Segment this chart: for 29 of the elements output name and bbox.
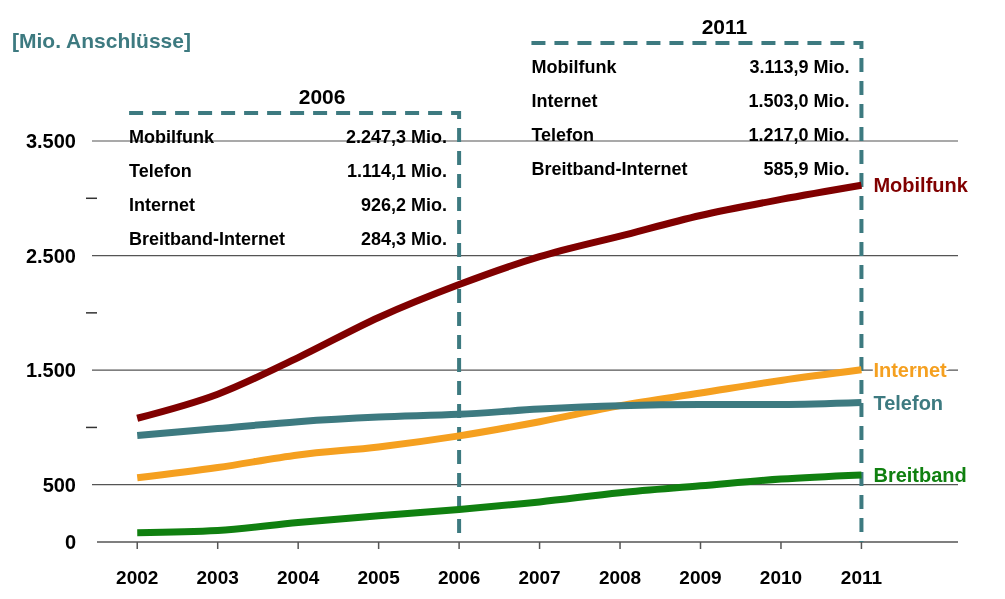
text: Internet 926,2 Mio. <box>129 195 448 215</box>
x-tick-label: 2003 <box>196 567 239 588</box>
text: Telefon 1.217,0 Mio. <box>531 125 850 145</box>
x-tick-label: 2011 <box>840 567 883 588</box>
series-label: Mobilfunk <box>873 174 969 197</box>
text: Breitband-Internet 585,9 Mio. <box>531 159 850 179</box>
text: Mobilfunk 2.247,3 Mio. <box>129 127 448 147</box>
x-tick-label: 2009 <box>679 567 722 588</box>
text: Internet 1.503,0 Mio. <box>531 91 850 111</box>
text: Telefon 1.114,1 Mio. <box>129 161 448 181</box>
x-tick-label: 2008 <box>598 567 642 588</box>
series-label: Breitband <box>873 463 967 486</box>
y-tick-label: 500 <box>42 473 76 496</box>
x-tick-label: 2002 <box>116 567 159 588</box>
y-tick-label: 2.500 <box>25 244 76 267</box>
text: Mobilfunk 3.113,9 Mio. <box>531 57 850 77</box>
y-axis-title: [Mio. Anschlüsse] <box>12 29 191 52</box>
y-tick-label: 1.500 <box>25 359 76 382</box>
y-tick-label: 3.500 <box>25 130 76 152</box>
ref-line-label: 2011 <box>701 15 748 38</box>
x-tick-label: 2006 <box>437 567 481 588</box>
x-tick-label: 2004 <box>277 567 320 588</box>
x-tick-label: 2005 <box>357 567 401 588</box>
y-tick-label: 0 <box>64 531 76 553</box>
series-label: Telefon <box>873 391 944 414</box>
text: Breitband-Internet 284,3 Mio. <box>129 229 448 249</box>
x-tick-label: 2010 <box>759 567 803 588</box>
ref-line-label: 2006 <box>298 85 346 108</box>
x-tick-label: 2007 <box>518 567 561 588</box>
